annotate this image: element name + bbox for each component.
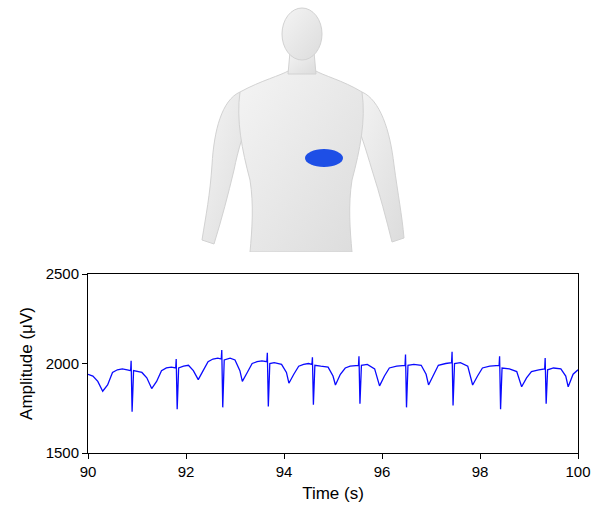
- svg-text:2500: 2500: [46, 265, 79, 282]
- svg-text:100: 100: [565, 463, 590, 480]
- svg-text:1500: 1500: [46, 444, 79, 461]
- svg-text:Amplitude (μV): Amplitude (μV): [17, 307, 36, 420]
- svg-text:96: 96: [374, 463, 391, 480]
- svg-text:Time (s): Time (s): [302, 484, 364, 503]
- svg-text:90: 90: [80, 463, 97, 480]
- svg-text:98: 98: [472, 463, 489, 480]
- svg-text:94: 94: [276, 463, 293, 480]
- svg-text:2000: 2000: [46, 355, 79, 372]
- svg-text:92: 92: [178, 463, 195, 480]
